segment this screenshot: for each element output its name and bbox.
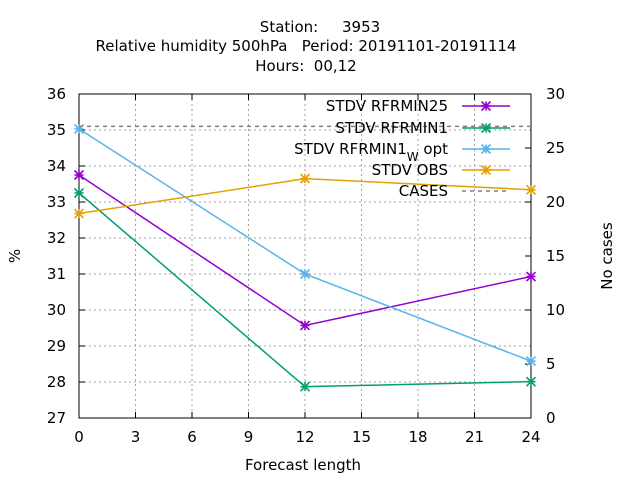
series-point-part	[73, 208, 85, 219]
series-point-part	[480, 100, 492, 112]
legend-label: STDV RFRMIN25	[326, 97, 448, 115]
series-point	[525, 376, 537, 387]
series-point-part	[480, 122, 492, 134]
x-tick-label: 18	[408, 428, 427, 446]
series-point	[73, 187, 85, 199]
y2-tick-label: 30	[546, 85, 565, 103]
series-2	[73, 187, 537, 392]
x-tick-label: 9	[244, 428, 254, 446]
y-tick-label: 33	[47, 193, 66, 211]
x-tick-label: 6	[187, 428, 197, 446]
series-point	[480, 100, 492, 112]
axis-ticks: 0 3 6 9 12 15 18 21 2427282930313233343536051015…	[47, 85, 565, 446]
legend-entry-4: STDV OBS	[372, 161, 510, 179]
series-point	[525, 356, 537, 367]
y2-tick-label: 20	[546, 193, 565, 211]
x-tick-label: 12	[295, 428, 314, 446]
series-point-part	[299, 381, 311, 392]
y-tick-label: 34	[47, 157, 66, 175]
y-tick-label: 36	[47, 85, 66, 103]
x-tick-label: 15	[352, 428, 371, 446]
legend-label-suffix: opt	[419, 140, 448, 158]
y-tick-label: 30	[47, 301, 66, 319]
x-tick-label: 24	[521, 428, 540, 446]
series-point-part	[299, 173, 311, 184]
series	[73, 123, 537, 392]
chart-title-line-3: Hours: 00,12	[255, 57, 356, 75]
y2-tick-label: 10	[546, 301, 565, 319]
series-point	[480, 143, 492, 155]
y2-tick-label: 0	[546, 409, 556, 427]
series-point	[480, 122, 492, 134]
y-tick-label: 32	[47, 229, 66, 247]
x-axis-label: Forecast length	[245, 456, 361, 474]
y-tick-label: 35	[47, 121, 66, 139]
y-tick-label: 31	[47, 265, 66, 283]
series-point-part	[73, 187, 85, 199]
series-1	[73, 169, 537, 331]
chart-title-line-2: Relative humidity 500hPa Period: 2019110…	[96, 37, 517, 55]
y-tick-label: 27	[47, 409, 66, 427]
series-point-part	[525, 356, 537, 367]
series-point-part	[299, 268, 311, 280]
y-tick-label: 29	[47, 337, 66, 355]
series-line	[78, 177, 532, 215]
legend-label: CASES	[399, 182, 448, 200]
legend-entry-5: CASES	[399, 182, 510, 200]
legend-label-subscript: W	[407, 150, 419, 164]
series-point	[480, 164, 492, 176]
legend-entry-1: STDV RFRMIN25	[326, 97, 510, 115]
series-point-part	[525, 271, 537, 282]
x-tick-label: 3	[131, 428, 141, 446]
series-point-part	[299, 320, 311, 331]
y2-axis-label: No cases	[598, 222, 616, 290]
legend-label: STDV OBS	[372, 161, 448, 179]
series-point	[299, 381, 311, 392]
x-tick-label: 0	[74, 428, 84, 446]
series-4	[73, 173, 537, 219]
series-point	[525, 184, 537, 195]
y2-tick-label: 5	[546, 355, 556, 373]
y2-tick-label: 15	[546, 247, 565, 265]
series-point	[73, 208, 85, 219]
series-point	[73, 169, 85, 181]
y-axis-label: %	[6, 249, 24, 263]
series-point-part	[480, 164, 492, 176]
series-point-part	[525, 376, 537, 387]
y-tick-label: 28	[47, 373, 66, 391]
series-point-part	[480, 143, 492, 155]
series-point-part	[525, 184, 537, 195]
y2-tick-label: 25	[546, 139, 565, 157]
series-point	[299, 173, 311, 184]
series-point-part	[73, 169, 85, 181]
chart-title-line-1: Station: 3953	[260, 18, 380, 36]
series-point	[299, 320, 311, 331]
legend-label: STDV RFRMIN1	[335, 119, 448, 137]
x-tick-label: 21	[465, 428, 484, 446]
series-point	[525, 271, 537, 282]
legend-entry-2: STDV RFRMIN1	[335, 119, 510, 137]
series-point	[299, 268, 311, 280]
